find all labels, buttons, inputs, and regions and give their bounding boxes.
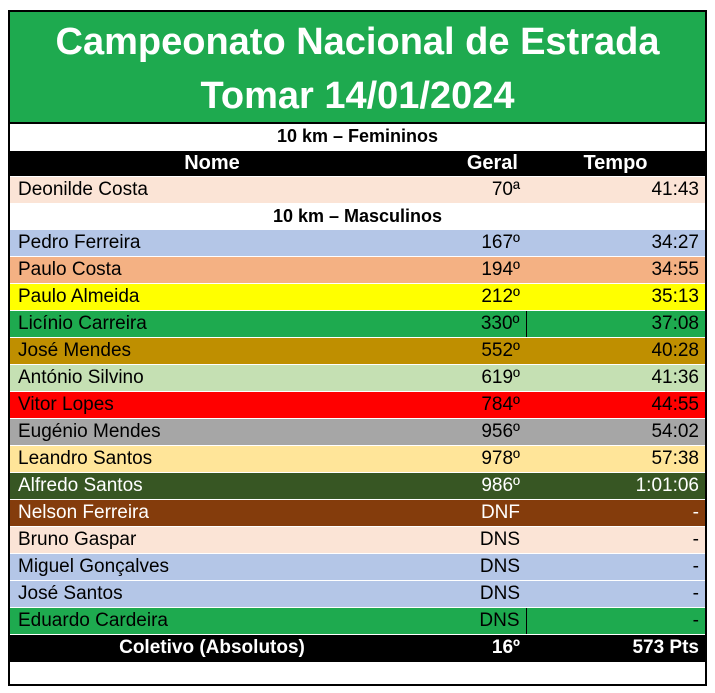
- athlete-geral: 619º: [414, 364, 526, 392]
- team-total-points: 573 Pts: [526, 634, 705, 663]
- header-geral: Geral: [414, 150, 526, 177]
- athlete-name: Alfredo Santos: [10, 472, 414, 500]
- athlete-geral: DNS: [414, 607, 527, 635]
- table-row: Paulo Almeida 212º 35:13: [10, 283, 705, 311]
- team-total-row: Coletivo (Absolutos) 16º 573 Pts: [10, 634, 705, 663]
- table-row: José Santos DNS -: [10, 580, 705, 608]
- athlete-name: Vitor Lopes: [10, 391, 414, 419]
- table-header: Nome Geral Tempo: [10, 150, 705, 177]
- athlete-name: Pedro Ferreira: [10, 229, 414, 257]
- table-row: Eduardo Cardeira DNS -: [10, 607, 705, 635]
- table-row: Eugénio Mendes 956º 54:02: [10, 418, 705, 446]
- athlete-name: Bruno Gaspar: [10, 526, 414, 554]
- athlete-tempo: 35:13: [526, 283, 705, 311]
- header-nome: Nome: [10, 150, 414, 177]
- athlete-tempo: 57:38: [526, 445, 705, 473]
- athlete-name: Eduardo Cardeira: [10, 607, 414, 635]
- athlete-name: António Silvino: [10, 364, 414, 392]
- athlete-geral: 986º: [414, 472, 526, 500]
- table-row: Bruno Gaspar DNS -: [10, 526, 705, 554]
- athlete-geral: DNF: [414, 499, 526, 527]
- table-row: Licínio Carreira 330º 37:08: [10, 310, 705, 338]
- section-femininos: 10 km – Femininos: [10, 124, 705, 151]
- athlete-tempo: 1:01:06: [526, 472, 705, 500]
- athlete-tempo: 54:02: [526, 418, 705, 446]
- athlete-geral: DNS: [414, 580, 526, 608]
- athlete-tempo: 41:43: [526, 176, 705, 204]
- section-masculinos: 10 km – Masculinos: [10, 203, 705, 230]
- athlete-tempo: 34:27: [526, 229, 705, 257]
- athlete-name: Licínio Carreira: [10, 310, 414, 338]
- section-label: 10 km – Masculinos: [10, 203, 705, 230]
- athlete-geral: 552º: [414, 337, 526, 365]
- table-row: Miguel Gonçalves DNS -: [10, 553, 705, 581]
- athlete-name: Deonilde Costa: [10, 176, 414, 204]
- athlete-tempo: 37:08: [526, 310, 705, 338]
- table-row: Paulo Costa 194º 34:55: [10, 256, 705, 284]
- title-line-2: Tomar 14/01/2024: [200, 75, 515, 117]
- athlete-geral: 70ª: [414, 176, 526, 204]
- athlete-geral: DNS: [414, 553, 526, 581]
- team-total-label: Coletivo (Absolutos): [10, 634, 414, 663]
- athlete-tempo: -: [526, 499, 705, 527]
- athlete-name: Leandro Santos: [10, 445, 414, 473]
- team-total-geral: 16º: [414, 634, 526, 663]
- athlete-name: José Santos: [10, 580, 414, 608]
- athlete-geral: 194º: [414, 256, 526, 284]
- athlete-name: Paulo Costa: [10, 256, 414, 284]
- athlete-name: Eugénio Mendes: [10, 418, 414, 446]
- athlete-tempo: 44:55: [526, 391, 705, 419]
- athlete-tempo: 40:28: [526, 337, 705, 365]
- table-row: Vitor Lopes 784º 44:55: [10, 391, 705, 419]
- athlete-geral: 978º: [414, 445, 526, 473]
- athlete-geral: 167º: [414, 229, 526, 257]
- athlete-name: José Mendes: [10, 337, 414, 365]
- table-row: Deonilde Costa 70ª 41:43: [10, 176, 705, 204]
- title-line-1: Campeonato Nacional de Estrada: [55, 21, 660, 63]
- table-row: Leandro Santos 978º 57:38: [10, 445, 705, 473]
- results-table: 10 km – Femininos Nome Geral Tempo Deoni…: [10, 124, 705, 663]
- table-row: Nelson Ferreira DNF -: [10, 499, 705, 527]
- athlete-name: Nelson Ferreira: [10, 499, 414, 527]
- results-sheet: Campeonato Nacional de Estrada Tomar 14/…: [8, 10, 707, 686]
- athlete-name: Paulo Almeida: [10, 283, 414, 311]
- table-row: Alfredo Santos 986º 1:01:06: [10, 472, 705, 500]
- athlete-tempo: -: [526, 580, 705, 608]
- table-row: José Mendes 552º 40:28: [10, 337, 705, 365]
- table-row: Pedro Ferreira 167º 34:27: [10, 229, 705, 257]
- athlete-tempo: 34:55: [526, 256, 705, 284]
- title-banner: Campeonato Nacional de Estrada Tomar 14/…: [10, 12, 705, 124]
- section-label: 10 km – Femininos: [10, 124, 705, 151]
- athlete-tempo: -: [526, 526, 705, 554]
- table-row: António Silvino 619º 41:36: [10, 364, 705, 392]
- header-tempo: Tempo: [526, 150, 705, 177]
- athlete-geral: 330º: [414, 310, 527, 338]
- athlete-tempo: 41:36: [526, 364, 705, 392]
- athlete-geral: 212º: [414, 283, 526, 311]
- athlete-geral: DNS: [414, 526, 526, 554]
- athlete-geral: 956º: [414, 418, 526, 446]
- athlete-geral: 784º: [414, 391, 526, 419]
- athlete-tempo: -: [526, 607, 705, 635]
- athlete-tempo: -: [526, 553, 705, 581]
- athlete-name: Miguel Gonçalves: [10, 553, 414, 581]
